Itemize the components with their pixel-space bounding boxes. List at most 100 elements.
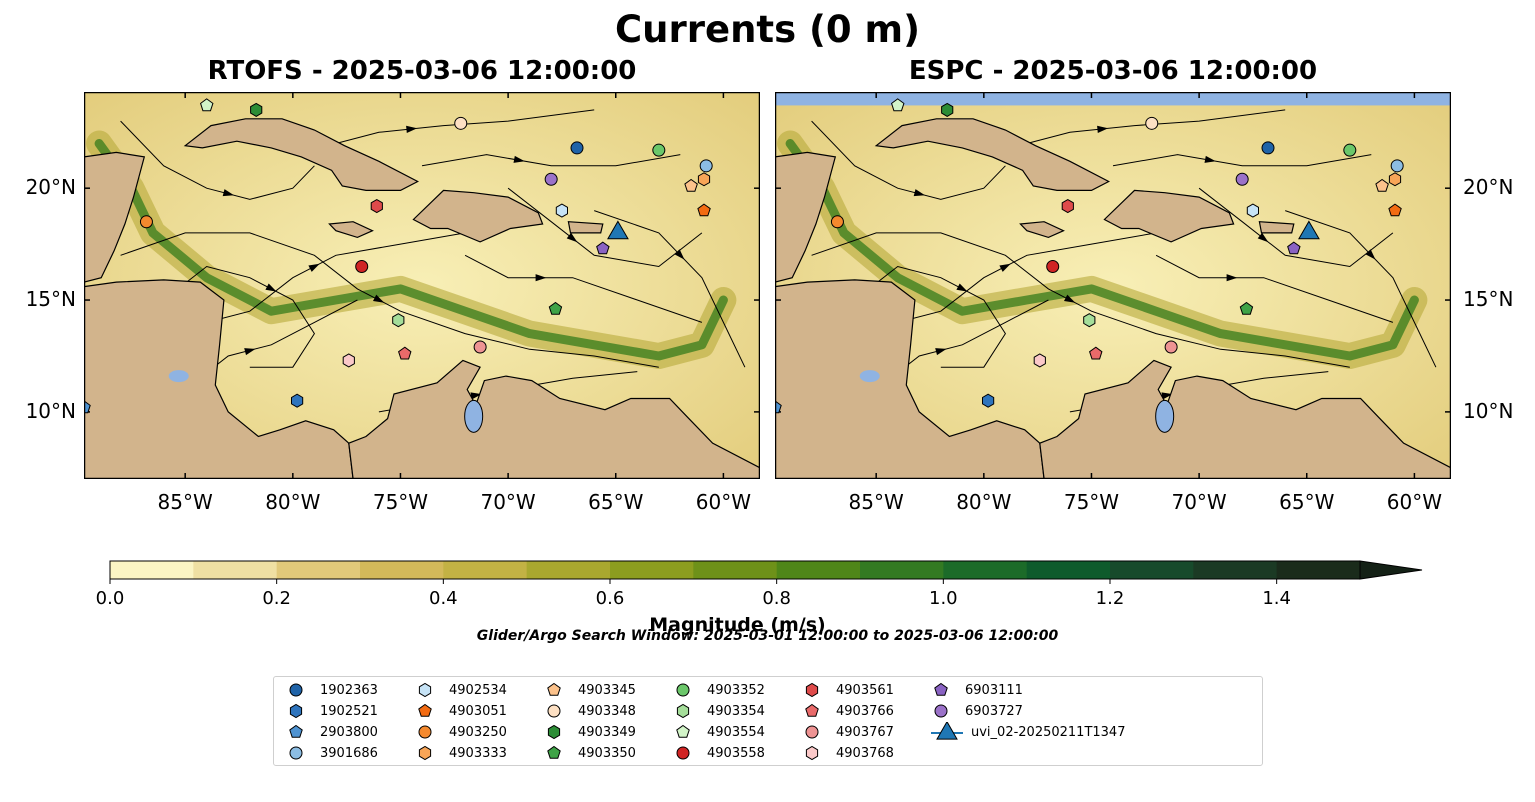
streamline xyxy=(335,109,595,144)
land-puerto-rico xyxy=(567,221,604,234)
legend-label: 4903768 xyxy=(836,745,894,761)
marker-4903352 xyxy=(1343,143,1357,157)
legend-marker xyxy=(289,683,303,697)
marker-3901686 xyxy=(1390,159,1404,173)
legend-label: 4903250 xyxy=(449,724,507,740)
legend-label: 4903350 xyxy=(578,745,636,761)
land-hispaniola xyxy=(1103,189,1235,243)
lake-maracaibo xyxy=(1155,399,1175,433)
land-yucatan xyxy=(84,151,146,283)
streamline-arrow xyxy=(1161,392,1173,400)
legend-hexagon-marker xyxy=(676,703,690,719)
legend-circle-marker xyxy=(805,725,819,739)
no-data-band xyxy=(775,92,1451,106)
legend-marker xyxy=(676,703,690,719)
legend-label: 4903554 xyxy=(707,724,765,740)
marker-4903554 xyxy=(200,98,214,112)
lat-tick-label: 20°N xyxy=(25,175,76,200)
legend-marker xyxy=(547,704,561,718)
colorbar-tick-label: 0.0 xyxy=(95,588,125,609)
legend-item: 6903727 xyxy=(929,701,1023,721)
legend-item: 4903561 xyxy=(800,680,894,700)
marker-1902521 xyxy=(291,393,304,408)
lon-tick-label: 75°W xyxy=(372,490,429,514)
marker-1902363 xyxy=(1261,141,1275,155)
colorbar-bin xyxy=(776,561,861,579)
marker-6903111 xyxy=(1287,241,1301,255)
marker-3901686 xyxy=(699,159,713,173)
legend-item: 4903349 xyxy=(542,722,636,742)
streamline-arrow xyxy=(470,392,482,400)
legend-label: 1902521 xyxy=(320,703,378,719)
legend-item: 4903348 xyxy=(542,701,636,721)
marker-4903250 xyxy=(139,215,153,229)
figure-title: Currents (0 m) xyxy=(614,8,920,51)
streamline xyxy=(854,265,1006,368)
colorbar-bin xyxy=(526,561,611,579)
legend-marker xyxy=(418,745,432,761)
lat-tick-label: 15°N xyxy=(1463,287,1514,312)
streamline-arrow xyxy=(244,348,256,356)
map-frame xyxy=(84,92,760,479)
streamline-arrow xyxy=(1226,274,1238,282)
marker-4903349 xyxy=(941,102,954,117)
land-cuba xyxy=(183,118,420,192)
legend-marker xyxy=(931,722,963,740)
marker-4903345 xyxy=(684,178,698,192)
colorbar-tick-label: 0.4 xyxy=(429,588,458,609)
colorbar-bin xyxy=(193,561,278,579)
marker-4903561 xyxy=(370,199,383,214)
legend-marker xyxy=(805,745,819,761)
legend-label: 4902534 xyxy=(449,682,507,698)
legend-marker xyxy=(934,682,948,696)
land-jamaica xyxy=(328,221,374,239)
marker-4903354 xyxy=(1083,313,1096,328)
lon-tick-label: 60°W xyxy=(1386,490,1442,514)
legend-marker xyxy=(805,682,819,698)
legend-item: 4903767 xyxy=(800,722,894,742)
legend-item: 4903051 xyxy=(413,701,507,721)
colorbar-tick-label: 0.8 xyxy=(762,588,791,609)
colorbar-bin xyxy=(860,561,944,579)
marker-4903051 xyxy=(1388,203,1402,217)
espc-map xyxy=(775,92,1451,479)
marker-4903558 xyxy=(355,259,369,273)
legend-pentagon-marker xyxy=(547,682,561,696)
colorbar-tick-label: 0.2 xyxy=(262,588,291,609)
legend-label: 4903767 xyxy=(836,724,894,740)
marker-uvi_02-20250211T1347 xyxy=(607,220,629,240)
marker-4903333 xyxy=(697,172,711,187)
legend-label: 4903333 xyxy=(449,745,507,761)
colorbar-bin xyxy=(1276,561,1361,579)
streamline xyxy=(594,210,746,368)
land-cuba xyxy=(874,118,1111,192)
legend-circle-marker xyxy=(289,746,303,760)
legend-label: 4903558 xyxy=(707,745,765,761)
lon-tick-label: 70°W xyxy=(1171,490,1227,514)
streamline-arrow xyxy=(373,294,385,303)
lake-nicaragua xyxy=(859,370,880,383)
streamline-arrow xyxy=(1204,155,1216,163)
streamline xyxy=(163,265,315,368)
marker-4902534 xyxy=(1246,203,1259,218)
legend-marker xyxy=(676,683,690,697)
colorbar-label: Magnitude (m/s) xyxy=(649,614,826,636)
streamline-arrow xyxy=(222,189,234,197)
legend-label: 4903352 xyxy=(707,682,765,698)
search-window-note: Glider/Argo Search Window: 2025-03-01 12… xyxy=(476,628,1059,644)
marker-6903727 xyxy=(1235,172,1249,186)
rtofs-map xyxy=(84,92,760,479)
streamline-arrow xyxy=(308,263,320,272)
lon-tick-label: 65°W xyxy=(588,490,644,514)
colorbar-extend-arrow xyxy=(1359,560,1423,580)
lon-tick-label: 80°W xyxy=(956,490,1012,514)
legend-item: 4903333 xyxy=(413,743,507,763)
current-jet-core xyxy=(94,139,728,361)
lon-tick-label: 65°W xyxy=(1279,490,1335,514)
legend-item: 6903111 xyxy=(929,680,1023,700)
colorbar-tick-label: 0.6 xyxy=(595,588,625,609)
map-frame xyxy=(775,92,1451,479)
lon-tick-label: 60°W xyxy=(695,490,751,514)
marker-4903766 xyxy=(398,346,412,360)
legend-label: 2903800 xyxy=(320,724,378,740)
